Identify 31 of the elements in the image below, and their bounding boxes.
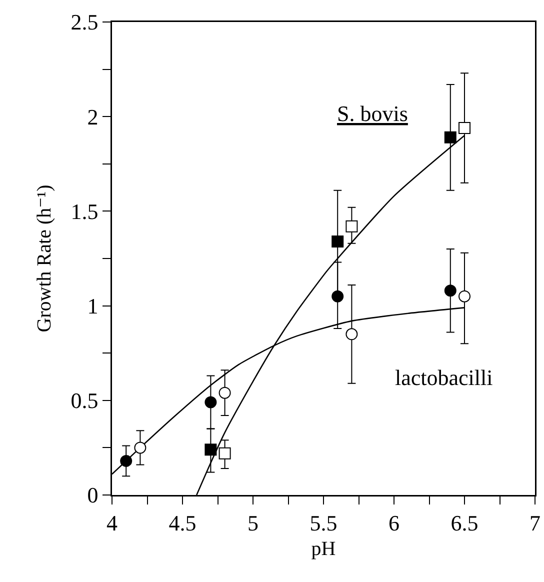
point	[458, 290, 470, 302]
x-axis-title: pH	[311, 538, 336, 560]
x-tick-label: 5.5	[310, 510, 338, 536]
y-axis-title: Growth Rate (h⁻¹)	[33, 184, 56, 332]
point	[458, 122, 470, 134]
point	[346, 220, 358, 232]
point	[120, 454, 132, 467]
point	[134, 442, 146, 454]
y-tick-label: 1.5	[70, 198, 98, 224]
y-tick-label: 1	[87, 294, 98, 318]
text: lactobacilli	[395, 365, 493, 390]
y-tick-label: 2	[87, 104, 98, 130]
x-tick-label: 5	[248, 510, 258, 536]
point	[204, 396, 217, 408]
point	[346, 328, 358, 340]
y-tick-label: 2.5	[70, 10, 98, 35]
point	[218, 447, 231, 460]
point	[204, 444, 217, 456]
x-tick-label: 4.5	[168, 510, 196, 536]
series-label: S. bovis	[337, 101, 408, 126]
x-tick-label: 7	[530, 510, 540, 536]
x-tick-label: 6.5	[450, 510, 478, 536]
x-tick-label: 6	[388, 510, 400, 536]
y-tick-label: 0.5	[70, 388, 98, 414]
point	[444, 284, 456, 297]
point	[332, 290, 344, 302]
point	[218, 386, 231, 399]
point	[332, 235, 344, 248]
y-tick-label: 0	[87, 482, 98, 508]
point	[444, 131, 456, 144]
x-tick-label: 4	[106, 510, 118, 536]
